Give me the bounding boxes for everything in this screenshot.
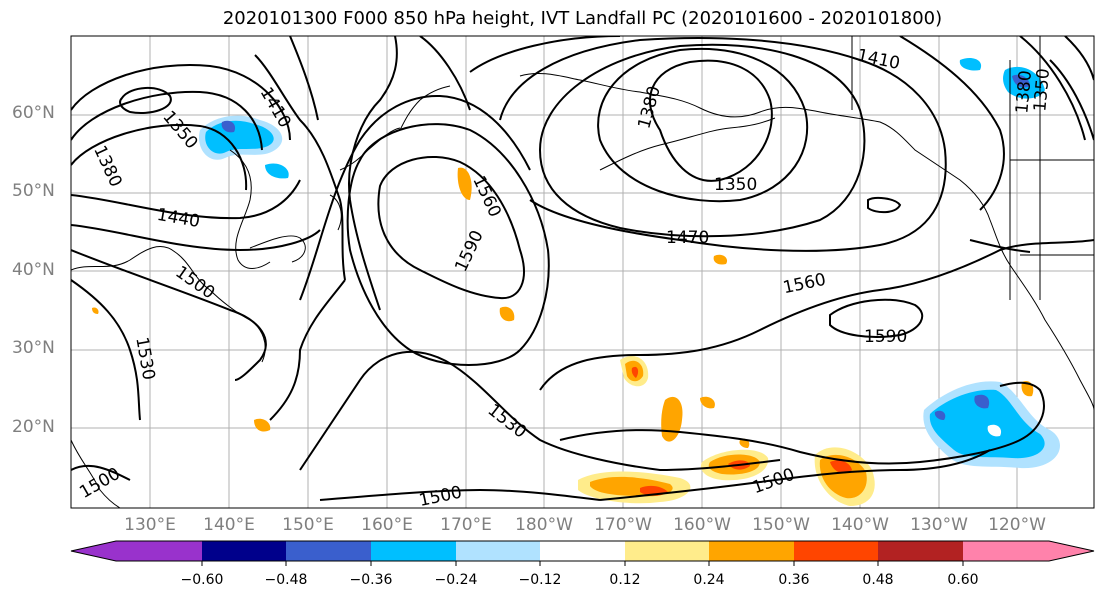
contour-label-1380-northeast: 1380 (1012, 70, 1036, 115)
lon-label: 120°W (988, 515, 1046, 535)
colorbar-tick-label: −0.24 (434, 572, 478, 588)
colorbar-bin (878, 541, 963, 561)
colorbar-bin (371, 541, 456, 561)
lon-label: 160°E (361, 515, 413, 535)
colorbar-tick-label: 0.60 (947, 572, 979, 588)
colorbar-bin (116, 541, 202, 561)
lon-label: 170°E (440, 515, 492, 535)
lon-label: 130°W (910, 515, 968, 535)
lon-label: 170°W (594, 515, 652, 535)
colorbar-bin (709, 541, 794, 561)
contour-label-1350-center: 1350 (714, 175, 757, 195)
colorbar-tick-label: 0.24 (693, 572, 725, 588)
colorbar-tick-label: −0.48 (264, 572, 308, 588)
lat-label-40n: 40°N (12, 260, 55, 280)
lon-label: 130°E (124, 515, 176, 535)
colorbar-bin (963, 541, 1049, 561)
colorbar (70, 540, 1095, 566)
lat-label-20n: 20°N (12, 417, 55, 437)
colorbar-outline (70, 540, 1095, 562)
lon-label: 150°E (282, 515, 334, 535)
colorbar-tick-label: 0.12 (609, 572, 641, 588)
lat-label-50n: 50°N (12, 181, 55, 201)
lon-label: 140°E (203, 515, 255, 535)
colorbar-extend-high (1049, 541, 1094, 561)
contour-label-1470: 1470 (666, 228, 709, 248)
colorbar-bin (456, 541, 540, 561)
lon-label: 180°W (515, 515, 573, 535)
lon-label: 160°W (673, 515, 731, 535)
lat-label-60n: 60°N (12, 103, 55, 123)
height-contours (71, 36, 1094, 501)
contour-label-1590-east: 1590 (864, 327, 907, 347)
colorbar-bin (202, 541, 286, 561)
lon-label: 150°W (752, 515, 810, 535)
colorbar-bin (540, 541, 625, 561)
graticule (71, 36, 1094, 508)
colorbar-bin (794, 541, 878, 561)
contour-label-1350-northeast: 1350 (1030, 68, 1054, 113)
colorbar-tick-label: −0.12 (518, 572, 562, 588)
colorbar-tick-label: 0.36 (778, 572, 810, 588)
colorbar-extend-low (71, 541, 116, 561)
colorbar-bin (625, 541, 709, 561)
map-title: 2020101300 F000 850 hPa height, IVT Land… (222, 8, 943, 29)
colorbar-bin (286, 541, 371, 561)
colorbar-tick-label: 0.48 (862, 572, 894, 588)
lat-label-30n: 30°N (12, 338, 55, 358)
colorbar-tick-label: −0.36 (349, 572, 393, 588)
plot-frame (70, 35, 1095, 509)
lon-label: 140°W (831, 515, 889, 535)
colorbar-tick-label: −0.60 (180, 572, 224, 588)
